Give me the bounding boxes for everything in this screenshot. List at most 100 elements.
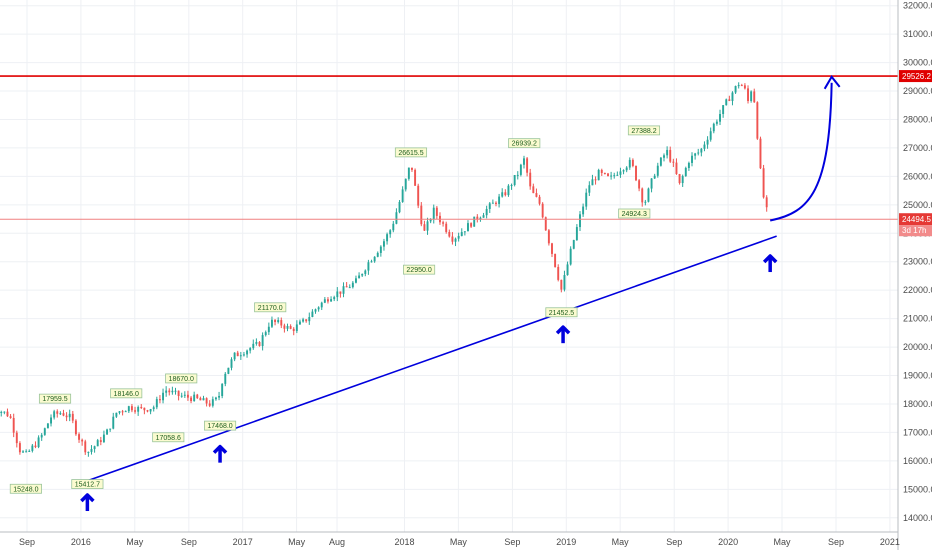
y-tick-label: 28000.0 [903, 114, 932, 124]
resistance-price-badge [899, 70, 932, 83]
candle-body [594, 179, 597, 181]
candle-body [541, 203, 544, 218]
candle-body [214, 397, 217, 400]
candle-body [557, 266, 560, 280]
candle-body [429, 219, 432, 222]
candle-body [762, 168, 765, 198]
price-label-text: 26615.5 [398, 150, 423, 157]
candle-body [162, 392, 165, 401]
candle-body [600, 169, 603, 173]
y-tick-label: 30000.0 [903, 58, 932, 68]
candle-body [28, 450, 31, 452]
candle-body [233, 352, 236, 360]
countdown-text: 3d 17h [902, 226, 926, 235]
price-label-box [204, 420, 237, 431]
price-label-box [403, 264, 436, 275]
price-label-text: 21452.5 [549, 310, 574, 317]
candle-body [740, 85, 743, 87]
candle-body [168, 390, 171, 393]
candle-body [292, 328, 295, 332]
candle-body [656, 165, 659, 176]
candle-body [242, 354, 245, 356]
candle-body [691, 155, 693, 163]
candle-body [326, 299, 329, 302]
candle-body [697, 152, 700, 154]
x-tick-label: Sep [666, 537, 682, 547]
candle-body [448, 231, 451, 237]
candle-body [190, 397, 193, 402]
candle-body [678, 174, 681, 184]
candle-body [476, 216, 479, 220]
candle-body [619, 171, 622, 175]
x-tick-label: Sep [828, 537, 844, 547]
candle-body [180, 395, 183, 397]
candle-body [756, 102, 759, 139]
y-tick-label: 25000.0 [903, 200, 932, 210]
candle-body [703, 144, 706, 149]
resistance-price-text: 29526.2 [902, 72, 931, 81]
projection-arrowhead [823, 75, 841, 90]
candle-body [152, 407, 155, 410]
price-label-box [9, 483, 42, 494]
candle-body [482, 215, 485, 218]
candle-body [547, 230, 550, 244]
candle-body [202, 398, 205, 401]
price-label-text: 17058.6 [156, 435, 181, 442]
y-tick-label: 14000.0 [903, 513, 932, 523]
candle-body [193, 394, 196, 402]
candle-body [289, 326, 292, 329]
candle-body [361, 273, 364, 276]
candle-body [308, 317, 311, 322]
candle-body [112, 416, 115, 429]
candle-body [650, 178, 653, 189]
candle-body [644, 201, 647, 203]
x-tick-label: May [612, 537, 630, 547]
candle-body [314, 309, 317, 312]
candle-body [641, 188, 644, 203]
candle-body [401, 189, 404, 202]
candle-body [743, 85, 746, 89]
candle-body [460, 232, 463, 236]
x-tick-label: Aug [329, 537, 345, 547]
candle-body [451, 236, 454, 242]
y-tick-label: 29000.0 [903, 86, 932, 96]
candle-body [305, 319, 308, 322]
candle-body [0, 411, 3, 413]
up-arrow-head [762, 254, 778, 264]
y-tick-label: 19000.0 [903, 371, 932, 381]
candle-body [731, 92, 734, 101]
candle-body [280, 320, 283, 326]
price-label-text: 24924.3 [622, 211, 647, 218]
candle-body [102, 434, 105, 442]
candle-body [519, 164, 522, 175]
candle-body [298, 321, 301, 325]
candle-body [252, 343, 255, 349]
candle-body [479, 217, 482, 220]
y-tick-label: 27000.0 [903, 143, 932, 153]
candle-body [498, 196, 501, 204]
candle-body [354, 278, 357, 283]
candle-body [264, 332, 267, 336]
price-label-text: 18146.0 [114, 391, 139, 398]
candle-body [99, 440, 102, 442]
candle-body [532, 186, 535, 194]
candle-body [426, 221, 429, 231]
candle-body [37, 437, 40, 448]
candle-body [579, 214, 581, 228]
candle-body [46, 423, 49, 429]
candle-body [392, 223, 395, 231]
y-tick-label: 31000.0 [903, 29, 932, 39]
y-tick-label: 20000.0 [903, 342, 932, 352]
candle-body [442, 222, 445, 224]
candle-body [551, 243, 553, 254]
price-label-text: 17468.0 [207, 423, 232, 430]
candle-body [40, 434, 43, 438]
candle-body [183, 394, 186, 396]
price-label-text: 15248.0 [13, 486, 38, 493]
candle-body [516, 174, 519, 176]
x-tick-label: Sep [504, 537, 520, 547]
candle-body [420, 205, 423, 225]
candle-body [199, 398, 202, 401]
